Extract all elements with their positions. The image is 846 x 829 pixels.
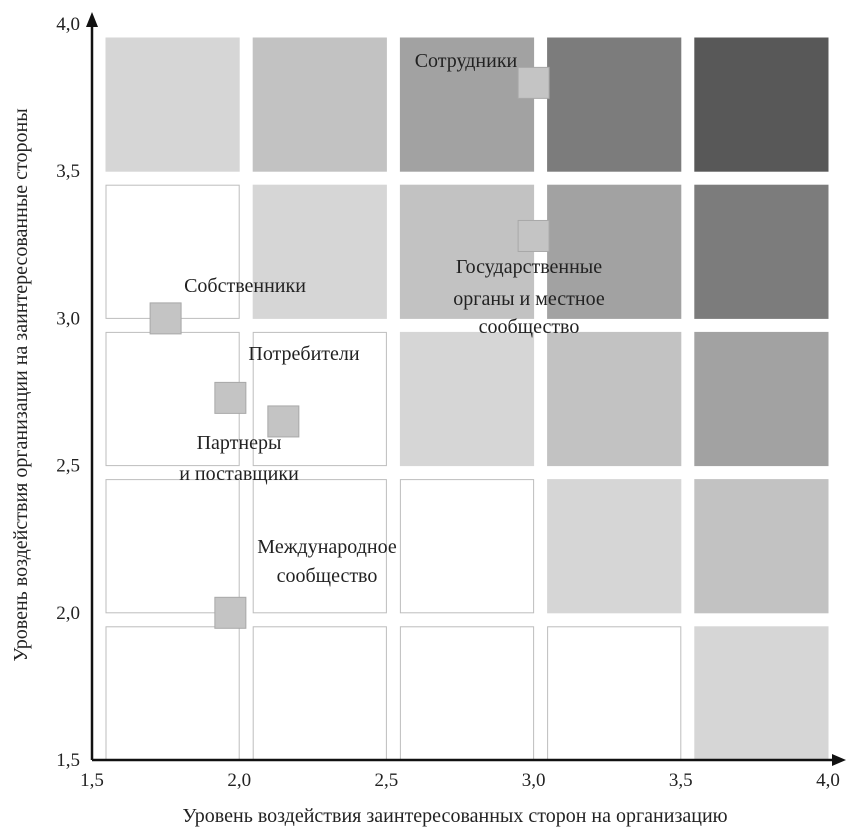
matrix-cell: [105, 626, 240, 761]
matrix-cell: [252, 331, 387, 467]
matrix-cell: [399, 479, 535, 614]
y-tick-label: 1,5: [56, 750, 80, 771]
label-owners: Собственники: [184, 275, 306, 297]
stakeholder-marker: [149, 302, 182, 335]
label-partners-line2: и поставщики: [179, 463, 299, 485]
x-axis-arrow: [832, 754, 846, 766]
y-tick-label: 3,0: [56, 308, 80, 329]
stakeholder-marker: [267, 405, 300, 438]
label-international-line2: сообщество: [277, 565, 378, 587]
stakeholder-marker: [214, 381, 247, 414]
y-axis-title: Уровень воздействия организации на заинт…: [10, 108, 32, 661]
stakeholder-marker: [517, 66, 550, 99]
matrix-cell: [399, 331, 535, 467]
matrix-cell: [399, 626, 535, 761]
matrix-cell: [105, 184, 240, 319]
label-international-line1: Международное: [257, 536, 397, 558]
matrix-cell: [252, 479, 387, 614]
x-tick-label: 1,5: [80, 770, 104, 791]
label-government-line1: Государственные: [456, 256, 602, 278]
matrix-cell: [547, 479, 682, 614]
y-tick-labels: 1,5 2,0 2,5 3,0 3,5 4,0: [56, 14, 80, 771]
matrix-cell: [694, 331, 829, 467]
x-tick-labels: 1,5 2,0 2,5 3,0 3,5 4,0: [80, 770, 840, 791]
label-partners-line1: Партнеры: [197, 432, 282, 454]
x-tick-label: 2,5: [375, 770, 399, 791]
x-tick-label: 2,0: [227, 770, 251, 791]
matrix-cell: [252, 184, 387, 319]
label-government-line3: сообщество: [479, 316, 580, 338]
stakeholder-points: [149, 66, 550, 629]
label-consumers: Потребители: [248, 343, 360, 365]
matrix-cell: [547, 331, 682, 467]
matrix-cell: [547, 37, 682, 172]
x-tick-label: 3,5: [669, 770, 693, 791]
x-tick-label: 3,0: [522, 770, 546, 791]
y-tick-label: 2,0: [56, 603, 80, 624]
matrix-cell: [694, 37, 829, 172]
y-tick-label: 2,5: [56, 456, 80, 477]
matrix-cell: [694, 479, 829, 614]
matrix-cell: [547, 184, 682, 319]
x-tick-label: 4,0: [816, 770, 840, 791]
matrix-cell: [694, 184, 829, 319]
matrix-cell: [252, 37, 387, 172]
stakeholder-marker: [214, 596, 247, 629]
matrix-cell: [694, 626, 829, 761]
y-tick-label: 3,5: [56, 161, 80, 182]
matrix-cell: [399, 37, 535, 172]
y-axis-arrow: [86, 12, 98, 27]
matrix-cell: [547, 626, 682, 761]
matrix-cell: [399, 184, 535, 319]
stakeholder-marker: [517, 219, 550, 252]
label-employees: Сотрудники: [415, 50, 518, 72]
matrix-cells: [105, 37, 829, 761]
x-axis-title: Уровень воздействия заинтересованных сто…: [182, 805, 727, 827]
matrix-cell: [105, 37, 240, 172]
label-government-line2: органы и местное: [453, 288, 605, 310]
matrix-cell: [252, 626, 387, 761]
matrix-cell: [105, 479, 240, 614]
y-tick-label: 4,0: [56, 14, 80, 35]
